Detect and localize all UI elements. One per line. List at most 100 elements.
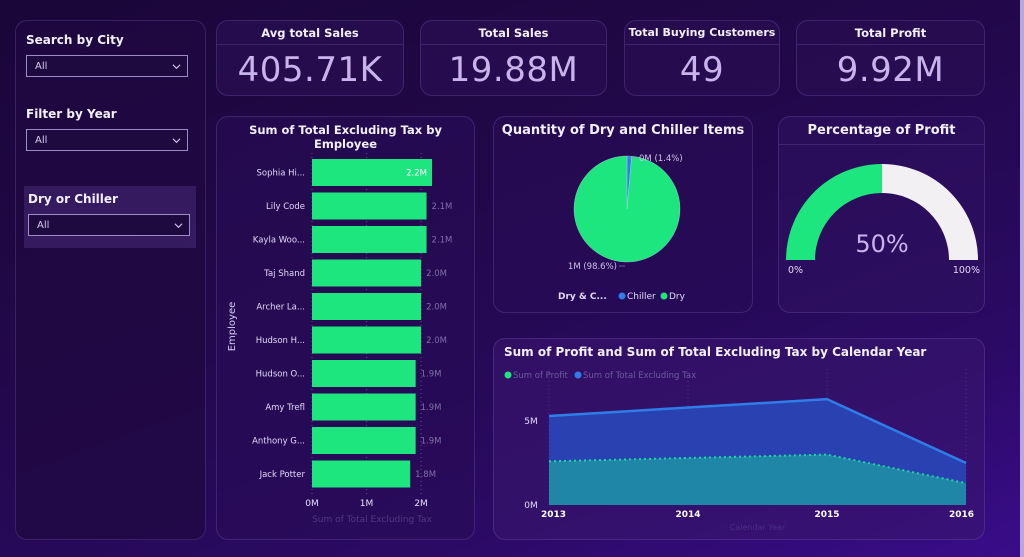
x-tick-label: 0M <box>305 499 319 509</box>
chevron-down-icon <box>174 222 183 228</box>
y-axis-title: Employee <box>227 302 238 352</box>
bar-chart-canvas: 0M 1M 2M Sophia Hi... 2.2M Lily Code 2.1M Kayla… <box>227 153 453 525</box>
data-label: 2.2M <box>406 169 427 179</box>
city-slicer: Search by City All <box>26 33 196 77</box>
x-tick-label: 2M <box>414 499 428 509</box>
bar <box>312 326 422 354</box>
chart-title: Sum of Profit and Sum of Total Excluding… <box>504 345 927 359</box>
kpi-card-avg-total-sales: Avg total Sales 405.71K <box>216 20 404 96</box>
slicer-title-city: Search by City <box>26 33 124 47</box>
kpi-title: Total Profit <box>797 21 984 45</box>
dry-chiller-pie-chart[interactable]: Quantity of Dry and Chiller Items 0M (1.… <box>493 116 753 313</box>
x-tick-label: 1M <box>360 499 374 509</box>
gauge-max-label: 100% <box>953 265 980 276</box>
data-label: 1.8M <box>415 470 436 480</box>
data-label: 1.9M <box>421 403 442 413</box>
legend-marker-profit <box>504 371 512 379</box>
data-label: 2.0M <box>426 336 447 346</box>
kpi-card-total-buying-customers: Total Buying Customers 49 <box>624 20 780 96</box>
dry-chiller-dropdown[interactable]: All <box>28 214 190 236</box>
slice-label-dry: 1M (98.6%) <box>568 262 617 272</box>
gauge-fill <box>786 164 882 260</box>
pie-slice-dry <box>573 155 681 263</box>
gauge-min-label: 0% <box>788 265 803 276</box>
profit-percentage-gauge[interactable]: Percentage of Profit 50% 0% 100% <box>778 116 985 313</box>
kpi-value: 405.71K <box>237 50 383 90</box>
data-label: 2.1M <box>432 236 453 246</box>
x-tick-label: 2015 <box>814 510 839 520</box>
bar <box>312 393 416 421</box>
x-tick-label: 2016 <box>949 510 974 520</box>
category-label: Taj Shand <box>263 269 305 279</box>
year-dropdown[interactable]: All <box>26 129 188 151</box>
pie-chart-canvas: 0M (1.4%) 1M (98.6%) Dry & C... Chiller Dry <box>558 154 686 302</box>
bar <box>312 159 432 186</box>
dry-chiller-slicer: Dry or Chiller All <box>24 186 196 248</box>
bar <box>312 259 422 287</box>
y-tick-label: 5M <box>524 417 538 427</box>
chevron-down-icon <box>172 137 181 143</box>
kpi-title: Total Buying Customers <box>625 21 779 45</box>
kpi-value: 49 <box>679 50 725 90</box>
category-label: Amy Trefl <box>265 403 305 413</box>
x-tick-label: 2013 <box>541 510 566 520</box>
x-axis-title: Sum of Total Excluding Tax <box>312 515 432 525</box>
kpi-value: 19.88M <box>448 50 579 90</box>
bar <box>312 226 427 253</box>
employee-bar-chart[interactable]: Sum of Total Excluding Tax by Employee 0… <box>216 116 475 540</box>
legend-marker-total-excl-tax <box>574 371 582 379</box>
chevron-down-icon <box>172 63 181 69</box>
y-tick-label: 0M <box>524 501 538 511</box>
city-dropdown[interactable]: All <box>26 55 188 77</box>
kpi-title: Avg total Sales <box>217 21 403 45</box>
kpi-card-total-sales: Total Sales 19.88M <box>420 20 607 96</box>
chart-title: Percentage of Profit <box>779 117 984 145</box>
chart-title: Sum of Total Excluding Tax by Employee <box>249 123 442 151</box>
bar <box>312 427 416 454</box>
category-label: Anthony G... <box>252 437 305 447</box>
bar <box>312 293 422 320</box>
kpi-value: 9.92M <box>836 50 945 90</box>
profit-sales-area-chart[interactable]: Sum of Profit and Sum of Total Excluding… <box>493 338 985 540</box>
category-label: Hudson H... <box>256 336 305 346</box>
line-total-excl-tax <box>548 397 967 465</box>
category-label: Archer La... <box>256 303 305 313</box>
data-label: 2.0M <box>426 269 447 279</box>
filter-sidebar: Search by City All Filter by Year All Dr… <box>15 20 206 540</box>
bar <box>312 192 427 220</box>
legend-label-chiller: Chiller <box>627 292 656 302</box>
year-dropdown-value: All <box>35 134 48 146</box>
bar <box>312 360 416 387</box>
category-label: Hudson O... <box>256 370 305 380</box>
slicer-title-year: Filter by Year <box>26 107 117 121</box>
year-slicer: Filter by Year All <box>26 107 196 151</box>
data-label: 2.0M <box>426 303 447 313</box>
gauge-remaining <box>882 164 978 260</box>
kpi-card-total-profit: Total Profit 9.92M <box>796 20 985 96</box>
area-profit <box>549 454 966 505</box>
legend-marker-dry <box>660 292 668 300</box>
category-label: Sophia Hi... <box>256 169 305 179</box>
data-label: 2.1M <box>432 202 453 212</box>
slice-label-chiller: 0M (1.4%) <box>639 154 683 164</box>
dry-chiller-dropdown-value: All <box>37 219 50 231</box>
kpi-title: Total Sales <box>421 21 606 45</box>
legend-label-dry: Dry <box>669 292 686 302</box>
category-label: Kayla Woo... <box>253 236 305 246</box>
area-chart-canvas: Sum of Profit Sum of Total Excluding Tax 0… <box>504 369 974 532</box>
bar <box>312 460 411 488</box>
slicer-title-dry-chiller: Dry or Chiller <box>28 192 118 206</box>
gauge-value-label: 50% <box>855 230 908 258</box>
legend-label-profit: Sum of Profit <box>513 371 568 381</box>
window-edge <box>1020 0 1024 557</box>
legend-label-total-excl-tax: Sum of Total Excluding Tax <box>583 371 696 381</box>
category-label: Jack Potter <box>259 470 306 480</box>
data-label: 1.9M <box>421 370 442 380</box>
x-tick-label: 2014 <box>675 510 700 520</box>
gauge-canvas: 50% 0% 100% <box>786 164 980 276</box>
category-label: Lily Code <box>266 202 305 212</box>
city-dropdown-value: All <box>35 60 48 72</box>
chart-title: Quantity of Dry and Chiller Items <box>501 123 745 138</box>
legend-marker-chiller <box>618 292 626 300</box>
data-label: 1.9M <box>421 437 442 447</box>
